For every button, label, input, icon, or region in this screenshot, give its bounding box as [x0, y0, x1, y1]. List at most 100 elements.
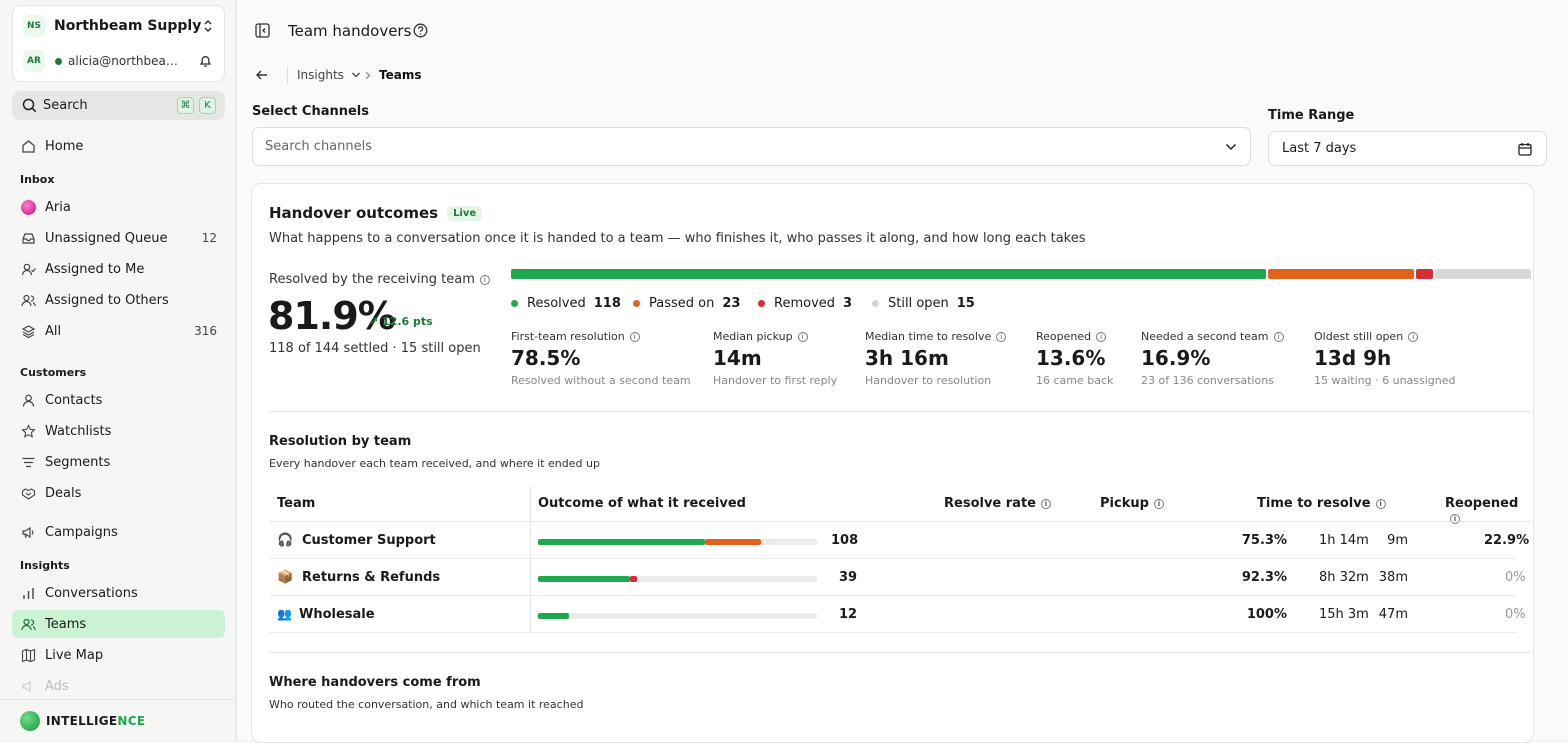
nav-live-map[interactable]: Live Map [12, 641, 225, 669]
nav-contacts[interactable]: Contacts [12, 386, 225, 414]
nav-live-map-label: Live Map [45, 647, 104, 663]
metric-label: First-team resolution [511, 330, 625, 343]
handshake-icon [20, 485, 36, 501]
live-badge: Live [447, 205, 483, 221]
main-panel: Team handovers Insights Teams Select Cha… [236, 0, 1568, 743]
workspace-badge: NS [23, 15, 45, 37]
outcome-bar-track [538, 613, 817, 619]
megaphone-icon [20, 524, 36, 540]
nav-ads[interactable]: Ads [12, 672, 225, 700]
layers-icon [20, 323, 36, 339]
metric-sub: 23 of 136 conversations [1141, 374, 1274, 387]
bar-segment-still-open [1434, 269, 1531, 279]
filter-lines-icon [20, 454, 36, 470]
outcome-bar-removed [630, 576, 638, 582]
metric-value: 78.5% [511, 346, 581, 370]
info-icon[interactable]: i [797, 332, 808, 342]
info-icon[interactable]: i [1450, 513, 1460, 524]
metric-needed-second-team: Needed a second team i 16.9% 23 of 136 co… [1141, 330, 1284, 387]
info-icon[interactable]: i [1408, 332, 1419, 342]
resolve-rate: 75.3% [1241, 533, 1287, 548]
metric-first-team-resolution: First-team resolution i 78.5% Resolved wi… [511, 330, 691, 387]
info-icon[interactable]: i [1153, 498, 1164, 509]
user-row[interactable]: AR alicia@northbeams... [13, 50, 224, 72]
info-icon[interactable]: i [996, 332, 1007, 342]
info-icon[interactable]: i [1273, 332, 1284, 342]
nav-conversations[interactable]: Conversations [12, 579, 225, 607]
resolved-percentage: 81.9% [268, 294, 396, 338]
nav-all[interactable]: All 316 [12, 317, 225, 345]
section-customers: Customers [20, 366, 87, 379]
handover-outcomes-card: Handover outcomes Live What happens to a… [251, 183, 1534, 743]
metric-label: Reopened [1036, 330, 1092, 343]
sidebar-toggle-icon[interactable] [255, 23, 270, 38]
search-button[interactable]: Search ⌘ K [12, 91, 225, 120]
info-icon[interactable]: i [1096, 332, 1107, 342]
channels-select[interactable]: Search channels [252, 127, 1251, 166]
workspace-switcher[interactable]: NS Northbeam Supply [13, 15, 224, 37]
nav-aria[interactable]: Aria [12, 193, 225, 221]
all-count: 316 [194, 324, 217, 338]
nav-home-label: Home [45, 138, 84, 154]
inbox-tray-icon [20, 230, 36, 246]
section-divider [269, 411, 1531, 412]
legend-dot [511, 300, 518, 307]
card-title: Handover outcomes [269, 204, 439, 222]
bell-icon[interactable] [199, 54, 212, 68]
shortcut-cmd-key: ⌘ [177, 97, 194, 114]
metric-median-time-to-resolve: Median time to resolve i 3h 16m Handover … [865, 330, 1007, 387]
pickup-value: 9m [1387, 533, 1408, 548]
column-divider [530, 486, 531, 633]
info-icon[interactable]: i [629, 332, 640, 342]
time-range-select[interactable]: Last 7 days [1268, 131, 1547, 166]
breadcrumb-insights-label: Insights [297, 68, 344, 82]
nav-aria-label: Aria [45, 199, 71, 215]
info-icon[interactable]: i [1040, 498, 1051, 509]
nav-watchlists[interactable]: Watchlists [12, 417, 225, 445]
table-row[interactable]: 📦 Returns & Refunds 39 92.3% 38m 8h 32m … [269, 559, 1526, 596]
package-icon: 📦 [277, 570, 294, 585]
col-header-team: Team [277, 496, 316, 511]
resolution-by-team-title: Resolution by team [269, 434, 412, 449]
nav-teams[interactable]: Teams [12, 610, 225, 638]
back-arrow-icon[interactable] [255, 68, 269, 82]
workspace-name: Northbeam Supply [54, 18, 202, 34]
time-to-resolve-value: 8h 32m [1319, 570, 1369, 585]
globe-icon [20, 711, 40, 731]
chevron-down-icon [1225, 143, 1237, 150]
nav-home[interactable]: Home [12, 132, 225, 160]
nav-assigned-me-label: Assigned to Me [45, 261, 145, 277]
legend-value: 118 [593, 296, 621, 311]
pickup-value: 38m [1378, 570, 1408, 585]
metric-sub: 15 waiting · 6 unassigned [1314, 374, 1456, 387]
nav-segments[interactable]: Segments [12, 448, 225, 476]
nav-assigned-to-me[interactable]: Assigned to Me [12, 255, 225, 283]
legend-value: 23 [722, 296, 741, 311]
col-header-pickup: Pickup i [1100, 496, 1164, 511]
users-icon [20, 292, 36, 308]
table-row[interactable]: 👥 Wholesale 12 100% 47m 15h 3m 0% [269, 596, 1526, 633]
breadcrumb-insights[interactable]: Insights [297, 68, 361, 82]
table-row[interactable]: 🎧 Customer Support 108 75.3% 9m 1h 14m 2… [269, 522, 1529, 559]
nav-ads-label: Ads [45, 678, 69, 694]
bar-chart-icon [20, 585, 36, 601]
workspace-card[interactable]: NS Northbeam Supply AR alicia@northbeams… [12, 5, 225, 82]
sources-title: Where handovers come from [269, 675, 481, 690]
pickup-value: 47m [1378, 607, 1408, 622]
legend-value: 15 [956, 296, 975, 311]
calendar-icon [1518, 142, 1532, 156]
search-label: Search [43, 98, 88, 113]
table-header-divider [269, 521, 1531, 522]
metric-sub: 16 came back [1036, 374, 1114, 387]
info-icon[interactable]: i [1375, 498, 1386, 509]
headphones-icon: 🎧 [277, 533, 294, 548]
nav-assigned-to-others[interactable]: Assigned to Others [12, 286, 225, 314]
legend-label: Passed on [649, 296, 715, 311]
legend-passed-on: Passed on 23 [633, 296, 740, 311]
nav-contacts-label: Contacts [45, 392, 103, 408]
nav-deals[interactable]: Deals [12, 479, 225, 507]
help-icon[interactable] [413, 23, 428, 38]
nav-unassigned-queue[interactable]: Unassigned Queue 12 [12, 224, 225, 252]
info-icon[interactable]: i [479, 274, 490, 285]
nav-campaigns[interactable]: Campaigns [12, 518, 225, 546]
